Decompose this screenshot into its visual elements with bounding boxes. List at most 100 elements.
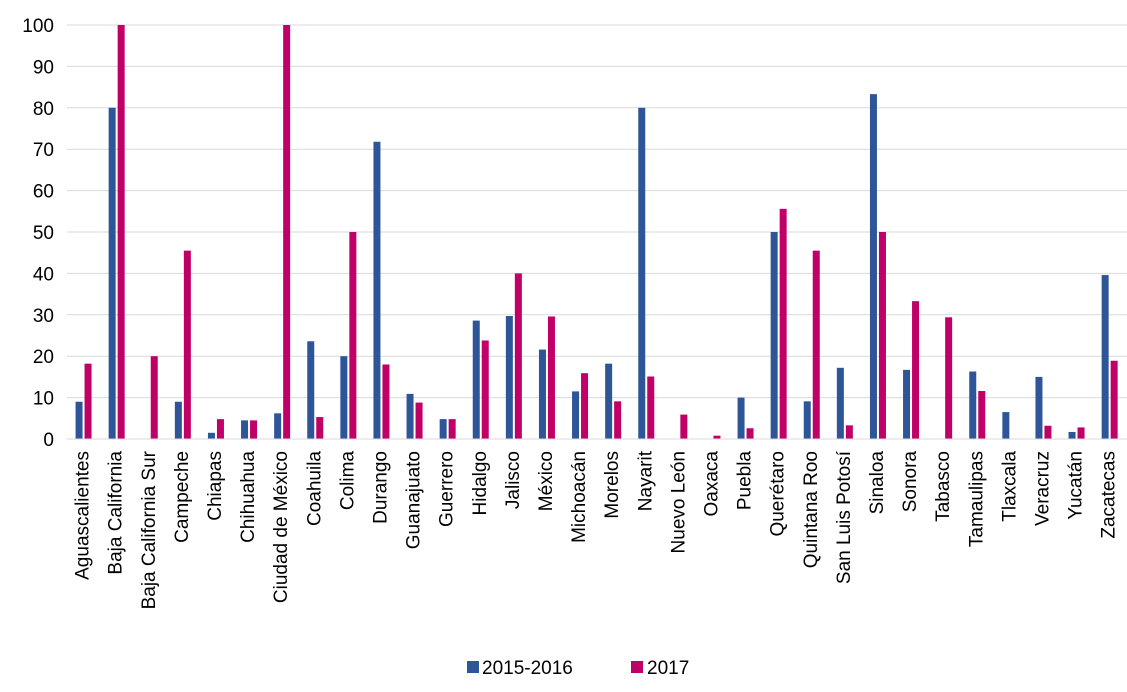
bars [75, 25, 1118, 440]
bar-2017-Baja California [117, 25, 125, 439]
x-tick-label: Chihuahua [238, 451, 259, 543]
x-tick-label: Sonora [900, 451, 921, 513]
x-tick-label: Hidalgo [470, 451, 491, 515]
legend: 2015-2016 2017 [467, 658, 689, 679]
bar-2017-Ciudad de México [283, 25, 291, 439]
x-tick-label: Quintana Roo [801, 451, 822, 568]
x-tick-label: Zacatecas [1099, 451, 1120, 539]
x-tick-label: Guanajuato [404, 451, 425, 549]
bar-2015-2016-Chiapas [207, 432, 215, 439]
bar-2015-2016-Aguascalientes [75, 401, 83, 439]
bar-2015-2016-Coahuila [307, 341, 315, 439]
bar-2015-2016-México [538, 349, 546, 439]
y-tick-label: 30 [33, 306, 54, 327]
bar-2015-2016-Campeche [174, 401, 182, 439]
x-tick-label: Chiapas [205, 451, 226, 521]
bar-2017-Yucatán [1077, 427, 1085, 439]
bar-2015-2016-Querétaro [770, 232, 778, 439]
bar-2017-Colima [349, 232, 357, 439]
x-tick-label: Durango [370, 451, 391, 524]
bar-2017-Guanajuato [415, 402, 423, 439]
bar-2017-Querétaro [779, 208, 787, 439]
x-tick-label: Nuevo León [668, 451, 689, 553]
x-tick-label: Yucatán [1066, 451, 1087, 520]
x-tick-label: Michoacán [569, 451, 590, 543]
x-tick-label: Querétaro [768, 451, 789, 537]
y-tick-label: 40 [33, 264, 54, 285]
bar-2015-2016-Guanajuato [406, 393, 414, 439]
bar-2015-2016-Michoacán [572, 391, 580, 439]
bar-2017-Nuevo León [680, 414, 688, 439]
legend-label-2017: 2017 [647, 658, 689, 679]
bar-2015-2016-Nayarit [638, 107, 646, 440]
y-tick-label: 20 [33, 347, 54, 368]
x-tick-label: Nayarit [635, 450, 656, 511]
x-tick-label: Ciudad de México [271, 451, 292, 603]
bar-2017-Quintana Roo [812, 250, 820, 439]
bar-2015-2016-Puebla [737, 397, 745, 439]
x-tick-label: Aguascalientes [73, 451, 94, 580]
y-tick-label: 100 [22, 16, 54, 37]
bar-2015-2016-Quintana Roo [803, 401, 811, 439]
x-tick-label: San Luis Potosí [834, 450, 855, 584]
bar-2017-Oaxaca [713, 435, 721, 439]
bar-2015-2016-Hidalgo [472, 320, 480, 439]
bar-2015-2016-Sonora [903, 369, 911, 439]
bar-2017-Veracruz [1044, 425, 1052, 439]
gridlines [67, 24, 1127, 399]
x-tick-label: Guerrero [437, 451, 458, 527]
bar-2017-Chiapas [216, 419, 224, 439]
x-tick-label: Tamaulipas [966, 451, 987, 547]
y-tick-label: 10 [33, 389, 54, 410]
x-tick-label: Campeche [172, 451, 193, 543]
bar-2015-2016-Sinaloa [869, 94, 877, 439]
bar-2015-2016-Morelos [605, 363, 613, 439]
x-axis-labels: Aguascalientes Baja California Baja Califo… [73, 450, 1120, 609]
bar-2017-Nayarit [647, 376, 655, 439]
bar-2017-Coahuila [316, 417, 324, 439]
bar-2015-2016-Baja California [108, 107, 116, 440]
y-axis: 0 10 20 30 40 50 60 70 80 90 100 [22, 16, 54, 451]
bar-2015-2016-Tlaxcala [1002, 412, 1010, 439]
legend-swatch-2015-2016 [467, 661, 479, 673]
y-tick-label: 70 [33, 140, 54, 161]
bar-2017-San Luis Potosí [845, 425, 853, 439]
bar-2017-Chihuahua [250, 420, 258, 439]
bar-2015-2016-Veracruz [1035, 376, 1043, 439]
bar-2015-2016-Jalisco [505, 316, 513, 439]
x-tick-label: Puebla [735, 451, 756, 511]
bar-2017-Sinaloa [878, 232, 886, 439]
bar-2017-Hidalgo [481, 340, 489, 439]
bar-2017-Guerrero [448, 419, 456, 439]
x-tick-label: Coahuila [304, 451, 325, 526]
bar-2015-2016-Yucatán [1068, 431, 1076, 439]
x-tick-label: Baja California [106, 451, 127, 575]
x-tick-label: México [536, 451, 557, 511]
bar-2017-Tabasco [945, 317, 953, 439]
y-tick-label: 60 [33, 182, 54, 203]
bar-2017-Campeche [183, 250, 191, 439]
bar-2017-Zacatecas [1110, 360, 1118, 439]
y-tick-label: 50 [33, 223, 54, 244]
bar-2017-México [547, 316, 555, 439]
bar-2015-2016-Guerrero [439, 419, 447, 439]
x-tick-label: Sinaloa [867, 451, 888, 515]
bar-2015-2016-Colima [340, 356, 348, 439]
x-tick-label: Tlaxcala [999, 451, 1020, 522]
bar-2017-Aguascalientes [84, 363, 92, 439]
x-tick-label: Oaxaca [701, 451, 722, 517]
x-tick-label: Baja California Sur [139, 450, 160, 609]
bar-2017-Durango [382, 364, 390, 439]
bar-2015-2016-San Luis Potosí [836, 367, 844, 439]
bar-2015-2016-Durango [373, 141, 381, 440]
bar-2017-Sonora [912, 301, 920, 439]
bar-2017-Michoacán [581, 373, 589, 439]
bar-2015-2016-Chihuahua [241, 420, 249, 439]
x-tick-label: Jalisco [503, 451, 524, 509]
legend-swatch-2017 [631, 661, 643, 673]
y-tick-label: 0 [43, 430, 54, 451]
x-tick-label: Tabasco [933, 451, 954, 522]
bar-2017-Baja California Sur [150, 356, 158, 439]
x-tick-label: Colima [337, 451, 358, 511]
